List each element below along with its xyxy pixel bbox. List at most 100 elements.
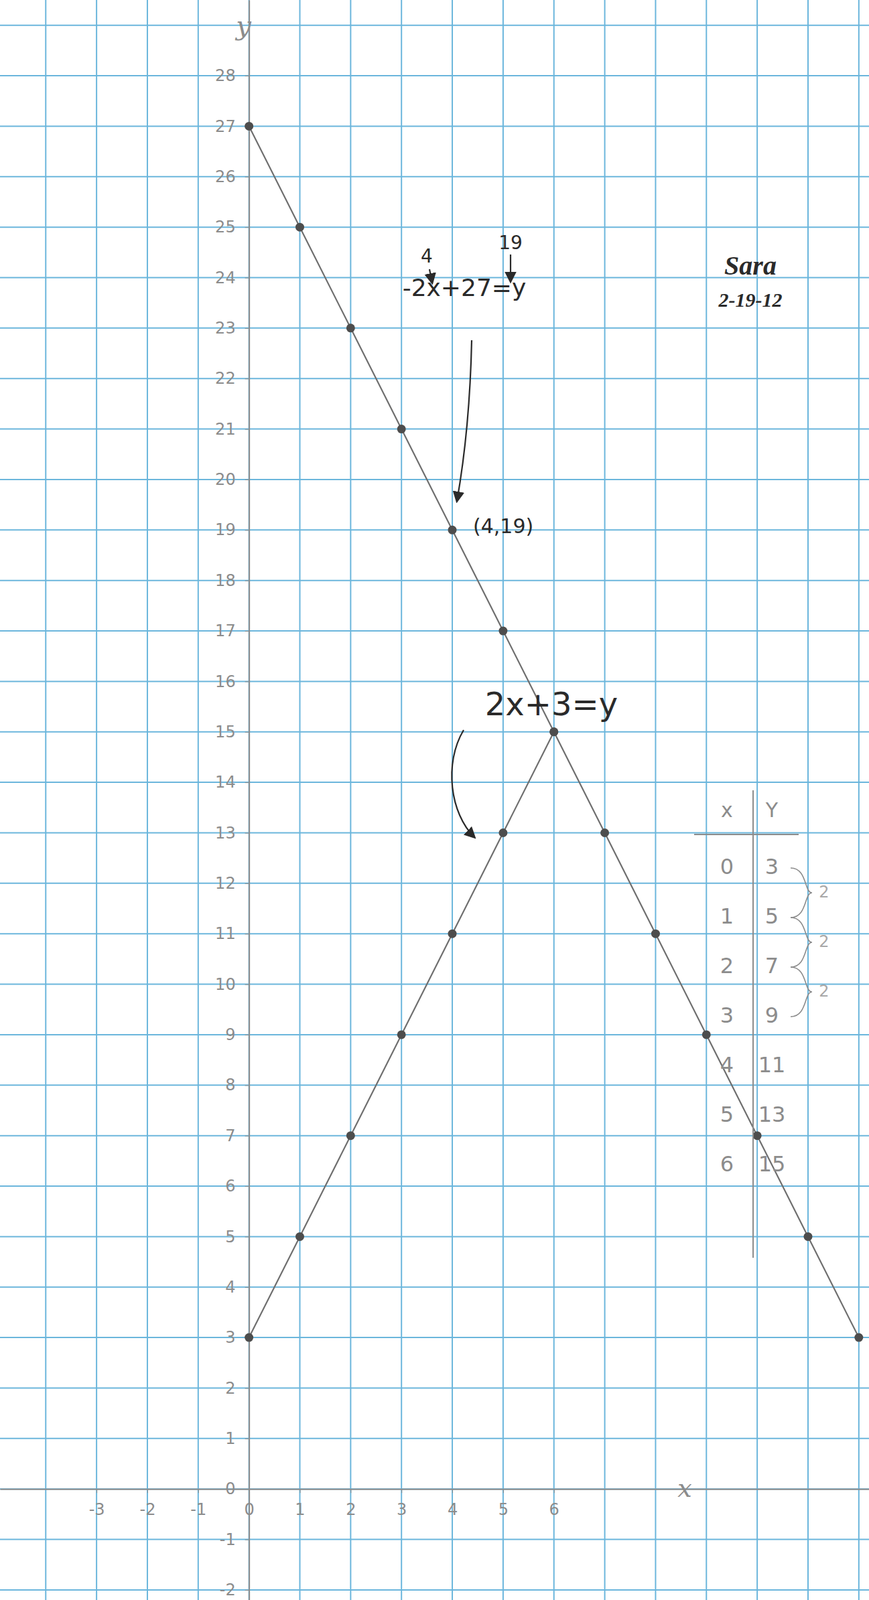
difference-label: 2: [818, 883, 829, 902]
series-point: [397, 1030, 407, 1040]
grid-line-y: [0, 1185, 869, 1188]
y-tick: 4: [225, 1278, 249, 1298]
y-tick: 18: [215, 571, 250, 591]
y-tick-label: 17: [215, 621, 236, 641]
annotation-arrow: [456, 340, 472, 502]
series-point: [498, 627, 508, 636]
table-cell: 5: [720, 1102, 734, 1128]
x-tick: 1: [294, 1489, 305, 1520]
y-tick-mark: [245, 277, 250, 279]
grid: [0, 0, 869, 1600]
x-tick-label: -1: [190, 1500, 207, 1520]
difference-brace: [790, 967, 813, 1018]
grid-line-y: [0, 125, 869, 127]
y-tick-mark: [245, 429, 250, 431]
grid-line-y: [0, 1589, 869, 1592]
grid-line-x: [44, 0, 47, 1600]
y-tick-mark: [245, 328, 250, 329]
y-tick-mark: [245, 984, 250, 986]
y-tick: 16: [215, 672, 250, 692]
grid-line-x: [654, 0, 656, 1600]
y-axis-line: [248, 0, 250, 1600]
grid-line-y: [0, 1438, 869, 1440]
y-tick-mark: [245, 832, 250, 834]
x-tick: 0: [244, 1489, 255, 1520]
y-tick: 24: [215, 268, 250, 288]
annotation-text: 2-19-12: [718, 288, 783, 311]
y-tick: 22: [215, 369, 250, 388]
y-tick-label: 8: [225, 1076, 236, 1095]
y-tick-mark: [245, 580, 250, 582]
x-tick-label: 2: [345, 1500, 356, 1520]
x-axis: -3-2-10123456: [0, 1489, 869, 1520]
series-point: [346, 1131, 356, 1141]
x-tick-label: 4: [447, 1500, 458, 1520]
y-tick: 2: [225, 1379, 249, 1399]
y-tick-mark: [245, 883, 250, 885]
table-cell: 5: [765, 903, 779, 930]
grid-line-y: [0, 781, 869, 784]
y-tick-mark: [245, 933, 250, 935]
y-tick-mark: [245, 1540, 250, 1542]
y-tick-label: 6: [225, 1177, 236, 1196]
y-tick: 21: [215, 420, 250, 439]
grid-line-x: [197, 0, 199, 1600]
y-tick: 17: [215, 621, 250, 641]
y-tick: 9: [225, 1025, 249, 1045]
y-tick-label: 25: [215, 217, 236, 237]
y-tick-label: 16: [215, 672, 236, 692]
series-point: [854, 1333, 863, 1343]
difference-brace: [790, 917, 813, 968]
y-tick-label: 18: [215, 571, 236, 591]
series-line: [249, 732, 555, 1339]
y-tick: 12: [215, 874, 250, 894]
y-tick-mark: [245, 1136, 250, 1138]
y-tick-label: 1: [225, 1429, 236, 1449]
y-axis: -2-1012345678910111213141516171819202122…: [215, 0, 250, 1600]
y-tick: 13: [215, 824, 250, 843]
y-tick-label: 26: [215, 167, 236, 187]
grid-line-x: [756, 0, 758, 1600]
x-tick-mark: [554, 1489, 555, 1494]
series-point: [244, 121, 254, 131]
series-point: [600, 828, 610, 838]
x-tick-mark: [300, 1489, 301, 1494]
x-tick-label: 6: [549, 1500, 560, 1520]
annotation-arrow: [429, 269, 433, 283]
grid-line-x: [858, 0, 860, 1600]
series-point: [651, 929, 660, 939]
annotation-text: 4: [420, 245, 433, 268]
table-cell: 1: [720, 903, 734, 930]
grid-line-y: [0, 933, 869, 935]
y-tick-label: 24: [215, 268, 236, 288]
y-tick: 28: [215, 66, 250, 86]
table-cell: 7: [765, 953, 779, 979]
x-tick: -3: [89, 1489, 106, 1520]
y-tick: 20: [215, 470, 250, 490]
grid-line-y: [0, 630, 869, 632]
grid-line-x: [349, 0, 352, 1600]
series-point: [702, 1030, 711, 1040]
grid-line-x: [248, 0, 250, 1600]
y-tick-label: 21: [215, 420, 236, 439]
x-tick: -2: [139, 1489, 156, 1520]
x-tick-mark: [350, 1489, 352, 1494]
series-point: [448, 929, 457, 939]
y-tick-label: 15: [215, 722, 236, 742]
difference-label: 2: [818, 982, 829, 1001]
y-tick-label: 13: [215, 824, 236, 843]
grid-line-y: [0, 1236, 869, 1238]
grid-line-y: [0, 24, 869, 27]
y-tick-mark: [245, 479, 250, 481]
x-tick: 6: [549, 1489, 560, 1520]
x-tick-label: 5: [498, 1500, 509, 1520]
x-axis-title: x: [677, 1474, 692, 1504]
table-cell: 3: [720, 1003, 734, 1029]
series-point: [549, 727, 559, 737]
table-rule-horizontal: [694, 834, 799, 836]
x-tick-mark: [249, 1489, 250, 1494]
grid-line-y: [0, 984, 869, 986]
y-tick-mark: [245, 227, 250, 228]
y-tick: 11: [215, 924, 250, 944]
annotation-arrow: [509, 254, 512, 282]
